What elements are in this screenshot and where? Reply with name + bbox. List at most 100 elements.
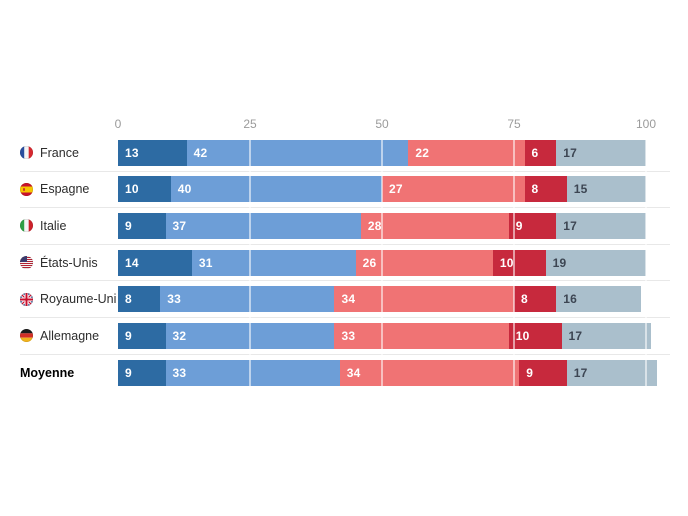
stacked-bar: 9 33 34 9 17 [118, 359, 657, 386]
flag-gb-icon [20, 292, 33, 306]
segment-value-label: 42 [193, 145, 208, 160]
segment-value-label: 32 [172, 328, 187, 343]
chart-rows: France 13 42 22 6 17 Espagne 10 40 27 8 15 Italie 9 37… [20, 135, 670, 391]
bar-segment-light-blue: 40 [170, 176, 382, 203]
flag-us-icon [20, 256, 33, 270]
row-label: Royaume-Uni [40, 292, 117, 307]
bar-segment-light-red: 22 [408, 139, 525, 166]
bar-segment-light-red: 34 [334, 286, 514, 313]
segment-value-label: 33 [341, 328, 356, 343]
segment-value-label: 28 [367, 218, 382, 233]
bar-segment-light-red: 34 [339, 359, 520, 386]
segment-value-label: 8 [520, 292, 528, 307]
x-axis-tick-label: 100 [635, 117, 657, 131]
segment-value-label: 9 [125, 365, 132, 380]
segment-value-label: 16 [563, 292, 577, 307]
bar-segment-dark-red: 9 [519, 359, 567, 386]
segment-value-label: 26 [362, 255, 377, 270]
x-axis: 0 25 50 75 100 [20, 117, 670, 135]
bar-segment-dark-blue: 8 [118, 286, 161, 313]
bar-segment-light-blue: 33 [160, 286, 335, 313]
segment-value-label: 19 [552, 255, 567, 270]
segment-value-label: 10 [515, 328, 530, 343]
segment-value-label: 9 [125, 218, 132, 233]
segment-value-label: 17 [563, 145, 577, 160]
bar-segment-dark-red: 8 [513, 286, 557, 313]
row-label-cell: Allemagne [20, 329, 118, 343]
bar-segment-gray: 15 [566, 176, 646, 203]
chart-row-moyenne: Moyenne 9 33 34 9 17 [20, 355, 670, 392]
chart-row-france: France 13 42 22 6 17 [20, 135, 670, 172]
bar-segment-gray: 19 [545, 249, 646, 276]
row-label-cell: Italie [20, 219, 118, 233]
row-label-cell: Espagne [20, 182, 118, 196]
row-label: Allemagne [40, 328, 100, 343]
bar-segment-light-blue: 33 [165, 359, 340, 386]
segment-value-label: 33 [172, 365, 187, 380]
row-label: Moyenne [20, 365, 75, 380]
bar-segment-light-red: 33 [334, 322, 509, 349]
bar-segment-dark-blue: 14 [118, 249, 192, 276]
bar-segment-dark-blue: 9 [118, 322, 166, 349]
segment-value-label: 6 [531, 145, 539, 160]
row-label-cell: Moyenne [20, 366, 118, 380]
stacked-bar-chart: 0 25 50 75 100 France 13 42 22 6 17 Espagne 10 40 27 8… [20, 117, 670, 391]
stacked-bar: 8 33 34 8 16 [118, 286, 641, 313]
segment-value-label: 10 [125, 182, 139, 197]
row-label-cell: France [20, 146, 118, 160]
flag-de-icon [20, 329, 33, 343]
segment-value-label: 8 [531, 182, 539, 197]
segment-value-label: 37 [172, 218, 187, 233]
chart-row-etats-unis: États-Unis 14 31 26 10 19 [20, 245, 670, 282]
segment-value-label: 31 [198, 255, 213, 270]
segment-value-label: 34 [341, 292, 356, 307]
bar-segment-dark-blue: 13 [118, 139, 187, 166]
bar-segment-gray: 17 [556, 139, 646, 166]
bar-segment-light-red: 26 [355, 249, 493, 276]
chart-row-italie: Italie 9 37 28 9 17 [20, 208, 670, 245]
bar-segment-gray: 16 [556, 286, 641, 313]
flag-es-icon [20, 182, 33, 196]
bar-segment-light-blue: 31 [191, 249, 356, 276]
segment-value-label: 17 [563, 218, 577, 233]
bar-segment-gray: 17 [556, 212, 646, 239]
segment-value-label: 15 [573, 182, 588, 197]
row-label: France [40, 145, 79, 160]
bar-segment-light-blue: 32 [165, 322, 335, 349]
segment-value-label: 22 [415, 145, 430, 160]
segment-value-label: 9 [526, 365, 534, 380]
bar-segment-light-blue: 37 [165, 212, 361, 239]
flag-it-icon [20, 219, 33, 233]
chart-row-allemagne: Allemagne 9 32 33 10 17 [20, 318, 670, 355]
stacked-bar: 9 37 28 9 17 [118, 212, 646, 239]
flag-fr-icon [20, 146, 33, 160]
segment-value-label: 33 [167, 292, 181, 307]
stacked-bar: 13 42 22 6 17 [118, 139, 646, 166]
stacked-bar: 14 31 26 10 19 [118, 249, 646, 276]
bar-segment-light-blue: 42 [186, 139, 409, 166]
segment-value-label: 34 [346, 365, 361, 380]
bar-segment-dark-blue: 10 [118, 176, 171, 203]
bar-segment-dark-red: 10 [492, 249, 546, 276]
stacked-bar: 10 40 27 8 15 [118, 176, 646, 203]
row-label-cell: Royaume-Uni [20, 292, 118, 306]
chart-row-royaume-uni: Royaume-Uni 8 33 34 8 16 [20, 281, 670, 318]
bar-segment-dark-red: 8 [524, 176, 567, 203]
segment-value-label: 27 [388, 182, 403, 197]
row-label: Espagne [40, 182, 90, 197]
bar-segment-gray: 17 [566, 359, 657, 386]
bar-segment-dark-red: 6 [524, 139, 557, 166]
segment-value-label: 40 [177, 182, 192, 197]
segment-value-label: 13 [125, 145, 139, 160]
bar-segment-dark-red: 9 [508, 212, 557, 239]
bar-segment-dark-blue: 9 [118, 212, 166, 239]
bar-segment-light-red: 27 [381, 176, 525, 203]
chart-row-espagne: Espagne 10 40 27 8 15 [20, 172, 670, 209]
bar-segment-dark-red: 10 [508, 322, 562, 349]
segment-value-label: 8 [125, 292, 132, 307]
segment-value-label: 10 [499, 255, 514, 270]
stacked-bar: 9 32 33 10 17 [118, 322, 652, 349]
bar-segment-dark-blue: 9 [118, 359, 166, 386]
row-label: Italie [40, 218, 67, 233]
